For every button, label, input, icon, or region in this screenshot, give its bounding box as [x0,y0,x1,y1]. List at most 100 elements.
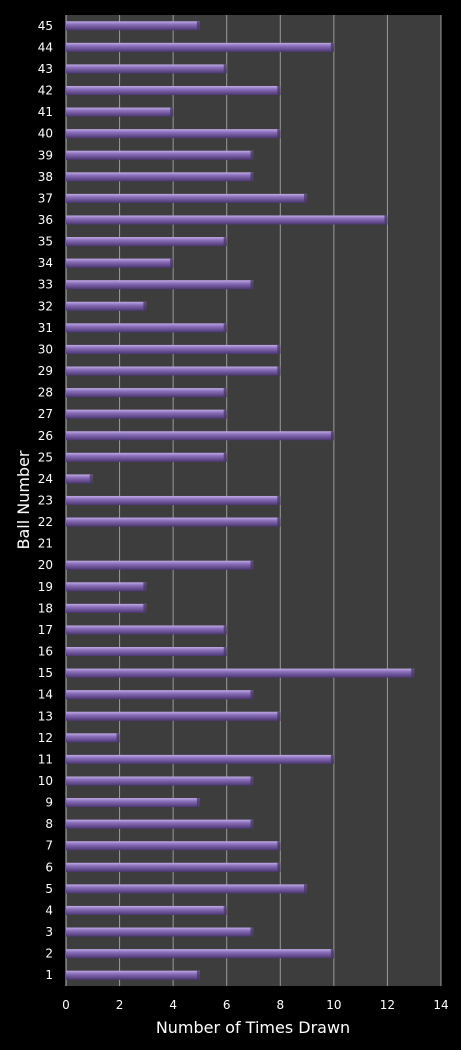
y-tick-label: 3 [45,925,53,939]
y-tick-label: 10 [38,774,53,788]
y-axis-title: Ball Number [14,450,33,549]
y-tick-label: 19 [38,580,53,594]
bar-ball-43 [66,64,227,74]
bar-ball-40 [66,129,281,139]
bar-ball-45 [66,21,200,31]
bar-ball-10 [66,776,254,786]
y-tick-label: 17 [38,623,53,637]
y-tick-labels: 1234567891011121314151617181920212223242… [38,19,53,982]
bar-ball-19 [66,582,147,592]
y-tick-label: 35 [38,235,53,249]
bar-ball-32 [66,301,147,311]
x-tick-label: 10 [326,998,341,1012]
bar-ball-11 [66,754,334,764]
bar-ball-28 [66,388,227,398]
bar-ball-42 [66,85,281,96]
y-tick-label: 26 [38,429,53,443]
y-tick-label: 11 [38,752,53,766]
x-tick-label: 14 [433,998,448,1012]
bar-ball-8 [66,819,254,829]
y-tick-label: 38 [38,170,53,184]
bar-ball-20 [66,560,254,570]
x-axis-title: Number of Times Drawn [156,1018,350,1037]
bar-ball-38 [66,172,254,182]
y-tick-label: 29 [38,364,53,378]
bar-ball-14 [66,690,254,700]
x-tick-label: 8 [276,998,284,1012]
y-tick-label: 24 [38,472,53,486]
bar-ball-34 [66,258,174,268]
y-tick-label: 28 [38,386,53,400]
x-tick-label: 4 [169,998,177,1012]
bar-ball-31 [66,323,227,333]
y-tick-label: 2 [45,947,53,961]
y-tick-label: 37 [38,191,53,205]
y-tick-label: 7 [45,839,53,853]
y-tick-label: 4 [45,903,53,917]
bars [66,21,415,980]
y-tick-label: 40 [38,127,53,141]
bar-ball-16 [66,647,227,657]
bar-ball-24 [66,474,93,484]
bar-ball-36 [66,215,388,225]
y-tick-label: 25 [38,450,53,464]
bar-ball-18 [66,603,147,613]
y-tick-label: 14 [38,688,53,702]
y-tick-label: 41 [38,105,53,119]
y-tick-label: 43 [38,62,53,76]
y-tick-label: 32 [38,299,53,313]
bar-ball-15 [66,668,415,678]
x-tick-label: 12 [380,998,395,1012]
bar-ball-37 [66,193,308,203]
bar-ball-26 [66,431,334,441]
bar-ball-29 [66,366,281,376]
y-tick-label: 5 [45,882,53,896]
y-tick-label: 6 [45,860,53,874]
y-tick-label: 1 [45,968,53,982]
bar-ball-22 [66,517,281,527]
bar-ball-7 [66,841,281,851]
y-tick-label: 45 [38,19,53,33]
bar-ball-25 [66,452,227,462]
bar-ball-6 [66,862,281,872]
bar-ball-12 [66,733,120,743]
bar-ball-33 [66,280,254,290]
bar-ball-17 [66,625,227,635]
y-tick-label: 31 [38,321,53,335]
bar-ball-44 [66,42,334,52]
y-tick-label: 18 [38,601,53,615]
y-tick-label: 20 [38,558,53,572]
y-tick-label: 44 [38,40,53,54]
bar-ball-27 [66,409,227,419]
bar-ball-35 [66,237,227,247]
y-tick-label: 34 [38,256,53,270]
y-tick-label: 9 [45,796,53,810]
y-tick-label: 22 [38,515,53,529]
bar-ball-30 [66,344,281,354]
y-tick-label: 23 [38,494,53,508]
bar-ball-9 [66,798,200,808]
y-tick-label: 39 [38,148,53,162]
bar-ball-4 [66,905,227,916]
y-tick-label: 33 [38,278,53,292]
bar-ball-1 [66,970,200,980]
bar-ball-2 [66,949,334,959]
y-tick-label: 21 [38,537,53,551]
y-tick-label: 12 [38,731,53,745]
y-tick-label: 30 [38,342,53,356]
bar-ball-41 [66,107,174,117]
bar-ball-5 [66,884,308,894]
bar-ball-23 [66,495,281,506]
y-tick-label: 13 [38,709,53,723]
y-tick-label: 42 [38,84,53,98]
y-tick-label: 27 [38,407,53,421]
y-tick-label: 36 [38,213,53,227]
bar-ball-13 [66,711,281,721]
x-tick-label: 0 [62,998,70,1012]
x-tick-labels: 0 2 4 6 8 10 12 14 [62,998,448,1012]
x-tick-label: 2 [116,998,124,1012]
y-tick-label: 16 [38,645,53,659]
bar-ball-3 [66,927,254,937]
y-tick-label: 15 [38,666,53,680]
